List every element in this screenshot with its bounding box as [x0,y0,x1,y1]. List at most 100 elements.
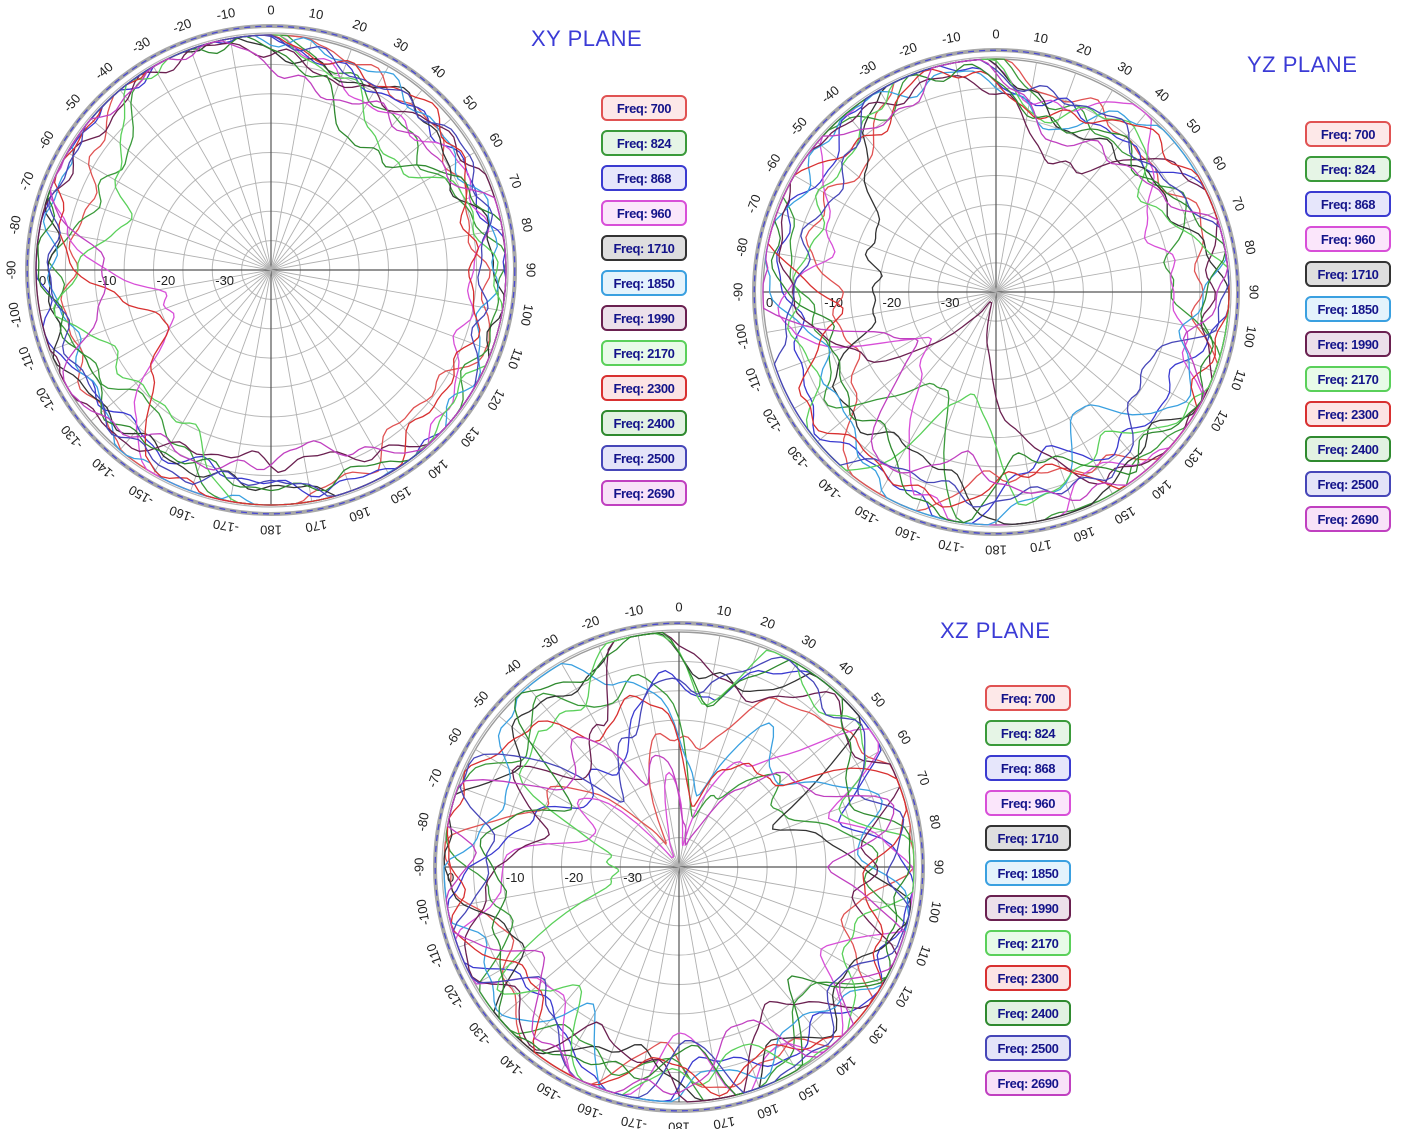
angle-tick-label: 140 [425,456,451,481]
angle-tick-label: -50 [468,688,492,712]
angle-tick-label: 20 [759,613,778,632]
grid-spoke [793,175,997,293]
grid-spoke [879,291,997,495]
grid-spoke [678,715,860,868]
grid-spoke [637,635,680,868]
radial-tick-label: 0 [766,295,773,310]
series-trace [831,58,1230,526]
angle-tick-label: 50 [868,689,889,710]
grid-spoke [817,141,997,293]
grid-spoke [915,72,997,293]
angle-tick-label: 160 [755,1101,781,1123]
series-trace [762,58,1229,502]
angle-tick-label: 0 [675,599,682,614]
grid-spoke [90,269,272,422]
angle-tick-label: -60 [443,725,465,749]
angle-tick-label: -170 [937,536,965,555]
grid-spoke [678,663,797,868]
legend-entry: Freq: 824 [1305,156,1391,182]
reference-circle [434,622,924,1112]
grid-spoke [270,118,452,271]
grid-spoke [793,291,997,409]
angle-tick-label: 90 [932,860,947,874]
radial-tick-label: 0 [39,273,46,288]
angle-tick-label: -100 [732,323,751,351]
grid-spoke [995,291,1175,443]
grid-spoke [561,866,680,1071]
legend-entry: Freq: 868 [985,755,1071,781]
series-trace [446,669,915,1103]
reference-circle [26,25,516,515]
grid-spoke [995,291,1037,522]
grid-spoke [153,66,272,271]
grid-spoke [955,62,997,293]
grid-spoke [270,269,389,474]
legend-entry: Freq: 700 [1305,121,1391,147]
angle-tick-label: -60 [761,151,783,175]
legend-entry: Freq: 2400 [601,410,687,436]
reference-circle [753,49,1239,535]
outer-ring-inner [760,56,1232,528]
angle-tick-label: 60 [894,727,914,747]
grid-spoke [67,152,272,271]
angle-tick-label: 140 [833,1053,859,1078]
legend-entry: Freq: 2170 [1305,366,1391,392]
grid-spoke [776,291,997,373]
legend-entry: Freq: 2500 [1305,471,1391,497]
legend-entry: Freq: 2500 [985,1035,1071,1061]
grid-spoke [190,269,272,491]
outer-ring-inner [441,629,917,1105]
angle-tick-label: 20 [1075,40,1094,59]
grid-spoke [270,189,492,271]
grid-spoke [270,269,452,422]
grid-spoke [119,89,272,271]
angle-tick-label: -80 [6,214,24,235]
angle-tick-label: -30 [129,34,153,56]
legend-entry: Freq: 2400 [1305,436,1391,462]
grid-spoke [995,291,1226,333]
angle-tick-label: 10 [716,602,733,619]
legend-entry: Freq: 2300 [985,965,1071,991]
angle-tick-label: 130 [1181,445,1206,471]
angle-tick-label: -160 [575,1100,605,1123]
grid-spoke [527,686,680,868]
xy-plane-chart: 0 10 20 30 40 50 60 70 80 90 100 110 120 130 140 150 160… [0,0,540,545]
legend-entry: Freq: 1990 [1305,331,1391,357]
angle-tick-label: -20 [579,612,602,633]
angle-tick-label: -70 [743,192,764,215]
series-trace [454,728,915,1096]
outer-ring-inner [33,32,509,508]
legend-entry: Freq: 824 [601,130,687,156]
legend-entry: Freq: 824 [985,720,1071,746]
legend-entry: Freq: 2400 [985,1000,1071,1026]
legend-entry: Freq: 868 [601,165,687,191]
radial-tick-label: -20 [565,870,584,885]
angle-tick-label: -150 [852,502,882,528]
angle-tick-label: 70 [506,172,525,191]
series-trace [443,662,910,1103]
grid-spoke [270,49,352,271]
angle-tick-label: -60 [35,128,57,152]
grid-spoke [678,686,831,868]
radial-tick-label: -20 [883,295,902,310]
angle-tick-label: -50 [787,114,811,138]
yz-legend: Freq: 700 Freq: 824 Freq: 868 Freq: 960 Freq… [1305,121,1391,532]
angle-tick-label: 180 [985,543,1007,558]
angle-tick-label: 170 [712,1114,736,1129]
angle-tick-label: -10 [215,5,236,23]
legend-entry: Freq: 2300 [601,375,687,401]
grid-spoke [879,89,997,293]
angle-tick-label: 50 [1183,116,1204,137]
grid-spoke [995,113,1147,293]
angle-tick-label: -170 [620,1113,648,1129]
xz-legend: Freq: 700 Freq: 824 Freq: 868 Freq: 960 Freq… [985,685,1071,1096]
angle-tick-label: 130 [865,1021,890,1047]
angle-tick-label: 80 [518,216,535,233]
angle-tick-label: -150 [126,482,156,508]
grid-spoke [458,866,680,948]
angle-tick-label: -50 [60,91,84,115]
grid-spoke [270,269,492,351]
series-traces [762,58,1230,526]
grid-spoke [915,291,997,512]
